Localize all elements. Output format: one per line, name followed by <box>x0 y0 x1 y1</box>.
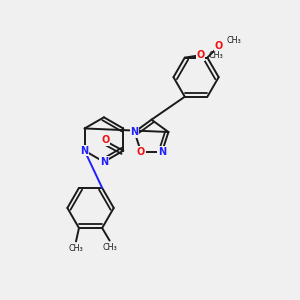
Text: CH₃: CH₃ <box>102 244 117 253</box>
Text: O: O <box>101 135 110 145</box>
Text: O: O <box>214 41 223 51</box>
Text: CH₃: CH₃ <box>69 244 83 253</box>
Text: CH₃: CH₃ <box>227 37 242 46</box>
Text: CH₃: CH₃ <box>208 51 223 60</box>
Text: O: O <box>137 147 145 157</box>
Text: N: N <box>81 146 89 156</box>
Text: O: O <box>196 50 204 60</box>
Text: N: N <box>100 157 108 167</box>
Text: N: N <box>130 127 139 137</box>
Text: N: N <box>158 147 166 157</box>
